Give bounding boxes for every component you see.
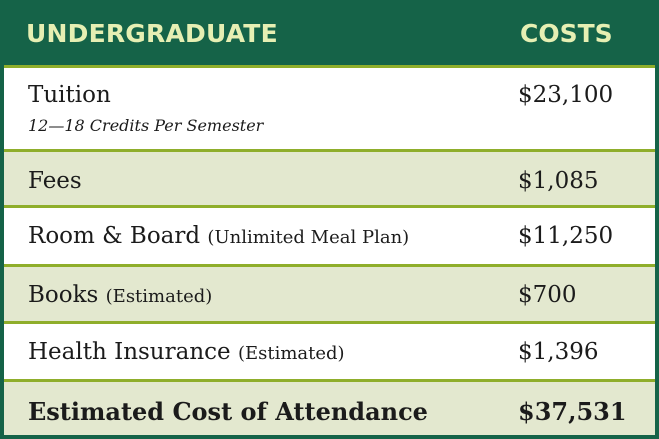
row-sublabel: 12—18 Credits Per Semester xyxy=(28,116,264,135)
table-row-fees: Fees $1,085 xyxy=(4,149,655,205)
table-header: UNDERGRADUATE COSTS xyxy=(4,4,655,65)
row-value: $1,085 xyxy=(518,168,599,194)
row-note: (Estimated) xyxy=(105,286,213,307)
row-note: (Unlimited Meal Plan) xyxy=(207,227,410,248)
total-value: $37,531 xyxy=(518,397,627,426)
row-label-wrap: Health Insurance (Estimated) xyxy=(28,339,345,365)
row-label-wrap: Books (Estimated) xyxy=(28,282,212,308)
row-label: Books xyxy=(28,282,99,308)
row-label: Room & Board xyxy=(28,223,201,249)
row-label-wrap: Room & Board (Unlimited Meal Plan) xyxy=(28,223,409,249)
row-value: $700 xyxy=(518,282,577,308)
header-costs: COSTS xyxy=(520,19,613,48)
row-label: Health Insurance xyxy=(28,339,231,365)
row-value: $11,250 xyxy=(518,223,614,249)
row-value: $1,396 xyxy=(518,339,599,365)
table-row-books: Books (Estimated) $700 xyxy=(4,264,655,321)
row-note: (Estimated) xyxy=(237,343,345,364)
row-label: Fees xyxy=(28,168,82,194)
row-label: Tuition xyxy=(28,82,111,108)
total-label: Estimated Cost of Attendance xyxy=(28,397,428,426)
table-row-room-board: Room & Board (Unlimited Meal Plan) $11,2… xyxy=(4,205,655,264)
row-value: $23,100 xyxy=(518,82,614,108)
header-undergraduate: UNDERGRADUATE xyxy=(26,19,278,48)
table-row-health-insurance: Health Insurance (Estimated) $1,396 xyxy=(4,321,655,379)
table-row-tuition: Tuition 12—18 Credits Per Semester $23,1… xyxy=(4,65,655,149)
table-row-total: Estimated Cost of Attendance $37,531 xyxy=(4,379,655,435)
